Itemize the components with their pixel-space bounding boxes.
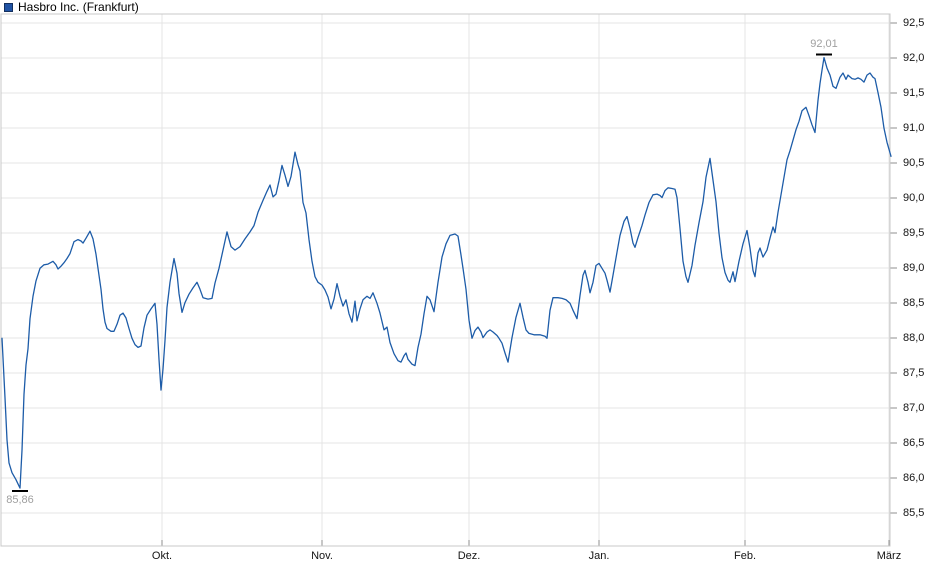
y-axis-label: 86,0 [903,472,925,484]
y-axis-label: 92,0 [903,52,925,64]
legend: Hasbro Inc. (Frankfurt) [4,1,139,14]
y-axis-label: 88,5 [903,297,925,309]
y-axis-label: 87,5 [903,367,925,379]
low-annotation: 85,86 [6,494,34,507]
y-axis-label: 89,5 [903,227,925,239]
y-axis-label: 87,0 [903,402,925,414]
x-axis-label: Dez. [457,550,481,562]
y-axis-label: 91,0 [903,122,925,134]
y-axis-label: 85,5 [903,507,925,519]
x-axis-label: Okt. [151,550,173,562]
x-axis-label: Feb. [733,550,757,562]
y-axis-label: 86,5 [903,437,925,449]
high-annotation: 92,01 [810,37,838,50]
x-axis-label: Nov. [311,550,333,562]
legend-label: Hasbro Inc. (Frankfurt) [18,0,139,14]
y-axis-label: 91,5 [903,87,925,99]
y-axis-label: 89,0 [903,262,925,274]
x-axis-label: Jan. [588,550,610,562]
y-axis-label: 90,5 [903,157,925,169]
legend-marker-icon [4,3,13,12]
x-axis-label: März [876,550,902,562]
y-axis-label: 90,0 [903,192,925,204]
y-axis-label: 88,0 [903,332,925,344]
y-axis-label: 92,5 [903,17,925,29]
